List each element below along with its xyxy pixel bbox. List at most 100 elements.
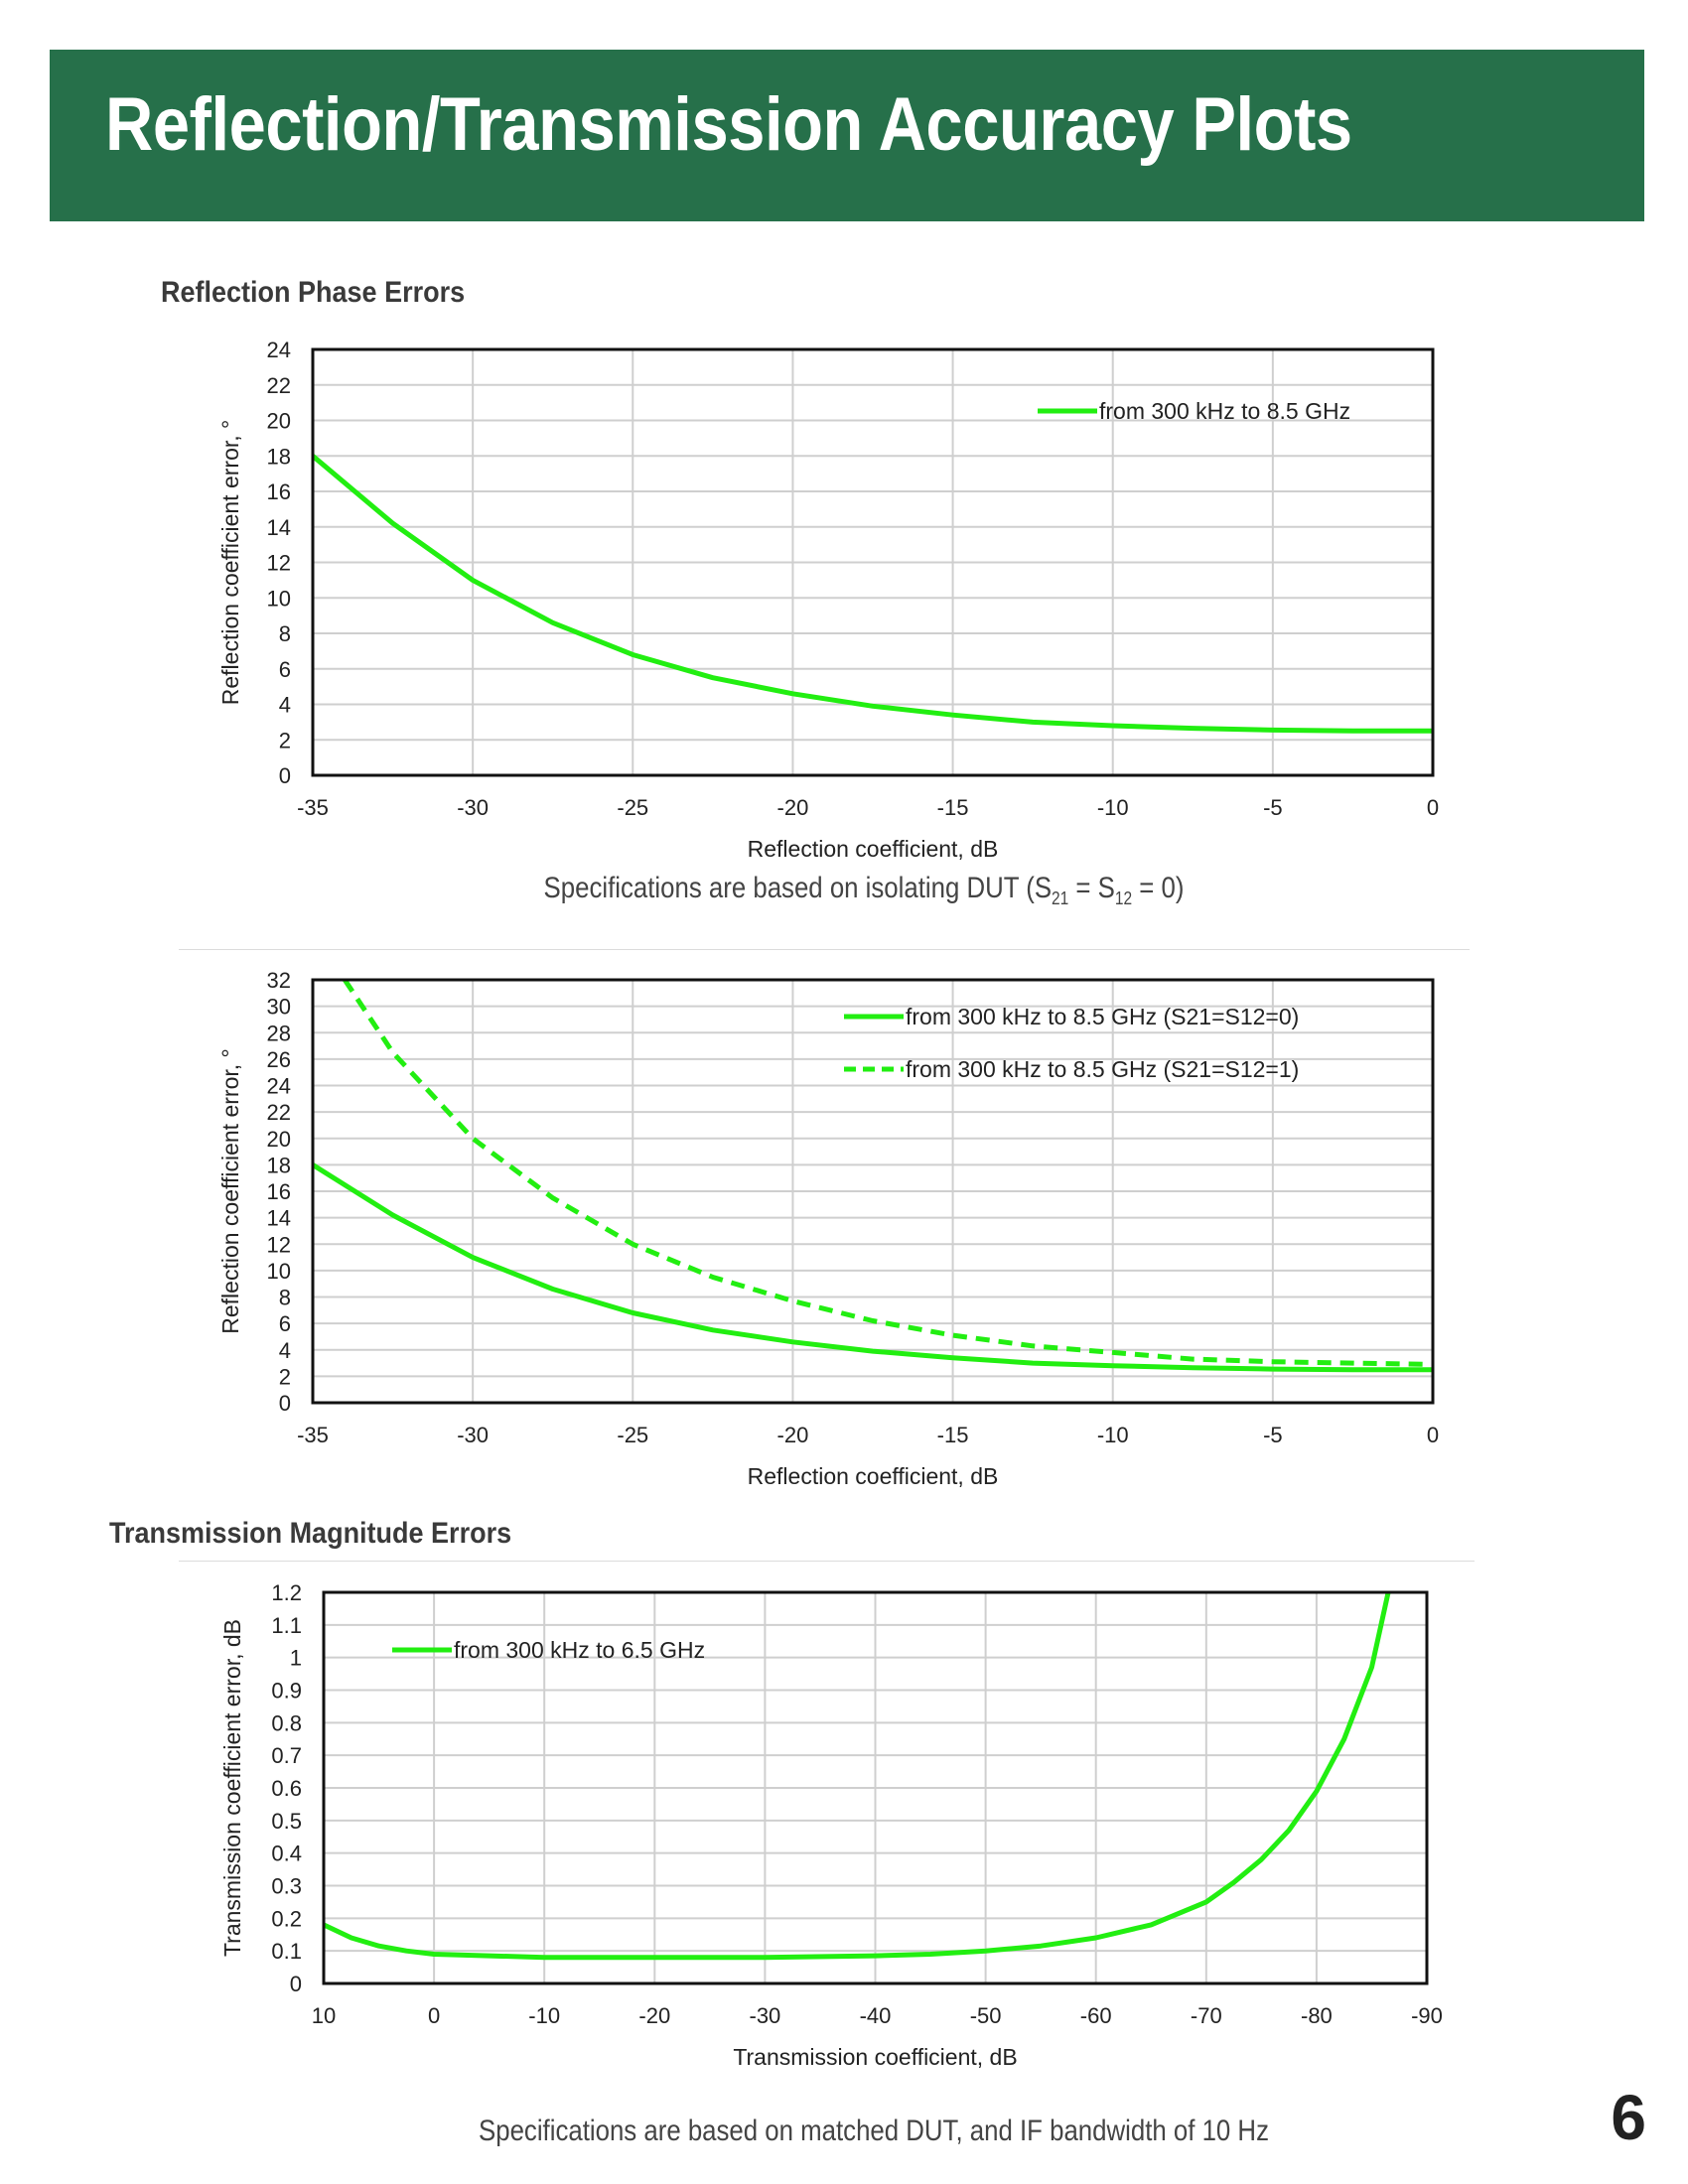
x-tick-label: -20	[777, 1423, 809, 1447]
y-tick-label: 2	[279, 728, 291, 752]
title-banner: Reflection/Transmission Accuracy Plots	[50, 50, 1644, 221]
x-tick-label: -90	[1411, 2003, 1443, 2028]
y-tick-label: 8	[279, 1286, 291, 1310]
y-tick-label: 12	[267, 551, 291, 576]
y-tick-label: 0	[290, 1972, 302, 1996]
separator	[179, 1561, 1475, 1562]
y-tick-label: 0.9	[271, 1679, 302, 1704]
y-tick-label: 0.3	[271, 1874, 302, 1899]
section-heading-reflection-phase: Reflection Phase Errors	[161, 276, 466, 309]
x-tick-label: -20	[638, 2003, 670, 2028]
y-tick-label: 16	[267, 1179, 291, 1204]
x-axis-label: Reflection coefficient, dB	[748, 1463, 999, 1489]
series-line-1	[311, 454, 1433, 734]
x-tick-label: -10	[1097, 1423, 1129, 1447]
y-tick-label: 30	[267, 995, 291, 1020]
note-text-suffix: = 0)	[1132, 872, 1185, 904]
page-number: 6	[1611, 2082, 1646, 2153]
y-tick-label: 24	[267, 1074, 291, 1099]
y-tick-label: 18	[267, 444, 291, 469]
y-tick-label: 2	[279, 1364, 291, 1389]
y-axis-label: Transmission coefficient error, dB	[219, 1619, 245, 1957]
y-tick-label: 0.7	[271, 1743, 302, 1768]
y-tick-label: 14	[267, 515, 291, 540]
y-tick-label: 14	[267, 1206, 291, 1231]
y-tick-label: 0.5	[271, 1809, 302, 1834]
y-tick-label: 24	[267, 338, 291, 362]
note-matched-dut: Specifications are based on matched DUT,…	[479, 2115, 1269, 2147]
y-tick-label: 6	[279, 657, 291, 682]
plot-frame	[322, 1590, 1429, 1985]
x-tick-label: -30	[457, 1423, 489, 1447]
x-tick-label: -25	[617, 795, 648, 820]
x-tick-label: -20	[777, 795, 809, 820]
y-tick-label: 16	[267, 479, 291, 504]
x-tick-label: -5	[1263, 1423, 1283, 1447]
plot-frame	[311, 978, 1435, 1405]
y-tick-label: 0	[279, 1391, 291, 1416]
series-line-2	[343, 978, 1434, 1367]
legend-label-2: from 300 kHz to 8.5 GHz (S21=S12=1)	[906, 1056, 1299, 1082]
y-tick-label: 1.1	[271, 1613, 302, 1638]
note-text-prefix: Specifications are based on isolating DU…	[543, 872, 1053, 904]
x-tick-label: 10	[312, 2003, 336, 2028]
x-tick-label: 0	[428, 2003, 440, 2028]
x-tick-label: -10	[528, 2003, 560, 2028]
y-tick-label: 0.2	[271, 1906, 302, 1931]
plot-frame	[311, 347, 1435, 777]
x-tick-label: -35	[297, 1423, 329, 1447]
y-tick-label: 0.1	[271, 1939, 302, 1964]
x-tick-label: -25	[617, 1423, 648, 1447]
note-sub-21: 21	[1052, 888, 1069, 908]
y-tick-label: 22	[267, 1100, 291, 1125]
y-tick-label: 0	[279, 763, 291, 788]
y-tick-label: 10	[267, 1259, 291, 1284]
x-tick-label: -5	[1263, 795, 1283, 820]
section-heading-transmission-magnitude: Transmission Magnitude Errors	[109, 1517, 512, 1550]
x-tick-label: -70	[1191, 2003, 1222, 2028]
x-tick-label: 0	[1427, 795, 1439, 820]
page-title: Reflection/Transmission Accuracy Plots	[105, 82, 1352, 167]
y-tick-label: 20	[267, 409, 291, 434]
x-tick-label: -60	[1080, 2003, 1112, 2028]
series-line-1	[322, 1591, 1391, 1961]
y-tick-label: 26	[267, 1047, 291, 1072]
x-tick-label: -40	[860, 2003, 892, 2028]
y-tick-label: 1	[290, 1646, 302, 1671]
series-line-1	[311, 1162, 1433, 1373]
x-tick-label: -10	[1097, 795, 1129, 820]
x-tick-label: -15	[937, 795, 969, 820]
legend-label-1: from 300 kHz to 8.5 GHz (S21=S12=0)	[906, 1004, 1299, 1029]
note-sub-12: 12	[1114, 888, 1133, 908]
y-tick-label: 4	[279, 1338, 291, 1363]
x-tick-label: -80	[1301, 2003, 1333, 2028]
note-text-mid: = S	[1068, 872, 1115, 904]
x-axis-label: Reflection coefficient, dB	[748, 836, 999, 862]
y-tick-label: 6	[279, 1311, 291, 1336]
x-tick-label: -35	[297, 795, 329, 820]
y-tick-label: 0.8	[271, 1710, 302, 1735]
y-tick-label: 32	[267, 968, 291, 993]
y-tick-label: 22	[267, 373, 291, 398]
legend-label-1: from 300 kHz to 6.5 GHz	[454, 1637, 705, 1663]
y-tick-label: 28	[267, 1021, 291, 1045]
y-axis-label: Reflection coefficient error, °	[217, 420, 243, 705]
x-axis-label: Transmission coefficient, dB	[733, 2044, 1017, 2070]
x-tick-label: -30	[457, 795, 489, 820]
y-tick-label: 1.2	[271, 1580, 302, 1605]
note-isolating-dut: Specifications are based on isolating DU…	[480, 872, 1248, 909]
y-tick-label: 18	[267, 1153, 291, 1177]
legend-label-1: from 300 kHz to 8.5 GHz	[1099, 398, 1350, 424]
y-tick-label: 8	[279, 621, 291, 646]
x-tick-label: 0	[1427, 1423, 1439, 1447]
x-tick-label: -50	[970, 2003, 1002, 2028]
y-tick-label: 0.6	[271, 1776, 302, 1801]
y-tick-label: 20	[267, 1127, 291, 1152]
y-tick-label: 12	[267, 1232, 291, 1257]
x-tick-label: -15	[937, 1423, 969, 1447]
y-tick-label: 4	[279, 693, 291, 718]
y-axis-label: Reflection coefficient error, °	[217, 1048, 243, 1333]
separator	[179, 949, 1470, 950]
